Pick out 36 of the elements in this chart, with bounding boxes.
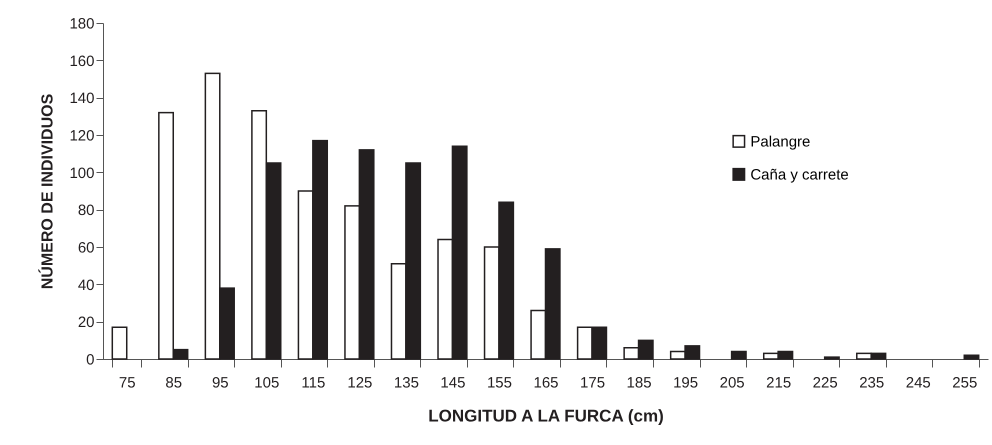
y-tick-label: 120 bbox=[69, 128, 94, 144]
x-tick-label: 185 bbox=[626, 374, 652, 392]
y-tick-label: 60 bbox=[78, 240, 94, 256]
x-tick-label: 225 bbox=[812, 374, 838, 392]
y-tick-label: 0 bbox=[86, 352, 94, 368]
x-tick-label: 175 bbox=[580, 374, 606, 392]
x-tick-label: 75 bbox=[118, 374, 136, 392]
legend-label: Palangre bbox=[750, 133, 810, 150]
x-tick-label: 105 bbox=[254, 374, 280, 392]
x-tick-label: 155 bbox=[486, 374, 512, 392]
x-tick-label: 245 bbox=[906, 374, 931, 392]
y-axis-title: NÚMERO DE INDIVIDUOS bbox=[37, 93, 56, 290]
y-tick-label: 100 bbox=[69, 164, 94, 182]
x-tick-label: 255 bbox=[952, 374, 978, 392]
y-tick-label: 140 bbox=[69, 90, 94, 108]
x-tick-label: 115 bbox=[301, 374, 326, 392]
x-tick-label: 125 bbox=[347, 374, 372, 392]
x-tick-label: 215 bbox=[766, 374, 792, 392]
y-tick-label: 40 bbox=[78, 276, 94, 294]
bar bbox=[730, 350, 747, 360]
y-tick-label: 180 bbox=[69, 16, 94, 32]
x-tick-label: 235 bbox=[859, 374, 884, 392]
bar bbox=[964, 354, 980, 360]
x-tick-label: 195 bbox=[673, 374, 698, 392]
x-tick-label: 145 bbox=[440, 374, 466, 392]
y-tick-label: 160 bbox=[69, 52, 94, 70]
legend-label: Caña y carrete bbox=[750, 166, 849, 184]
x-tick-label: 95 bbox=[212, 374, 229, 392]
y-tick-label: 80 bbox=[78, 202, 94, 220]
x-axis-title: LONGITUD A LA FURCA (cm) bbox=[428, 406, 664, 426]
x-tick-label: 135 bbox=[394, 374, 419, 392]
x-tick-label: 165 bbox=[533, 374, 559, 392]
bar bbox=[112, 326, 128, 360]
x-tick-label: 85 bbox=[165, 374, 182, 392]
x-tick-label: 205 bbox=[720, 374, 745, 392]
y-tick-label: 20 bbox=[78, 314, 94, 332]
